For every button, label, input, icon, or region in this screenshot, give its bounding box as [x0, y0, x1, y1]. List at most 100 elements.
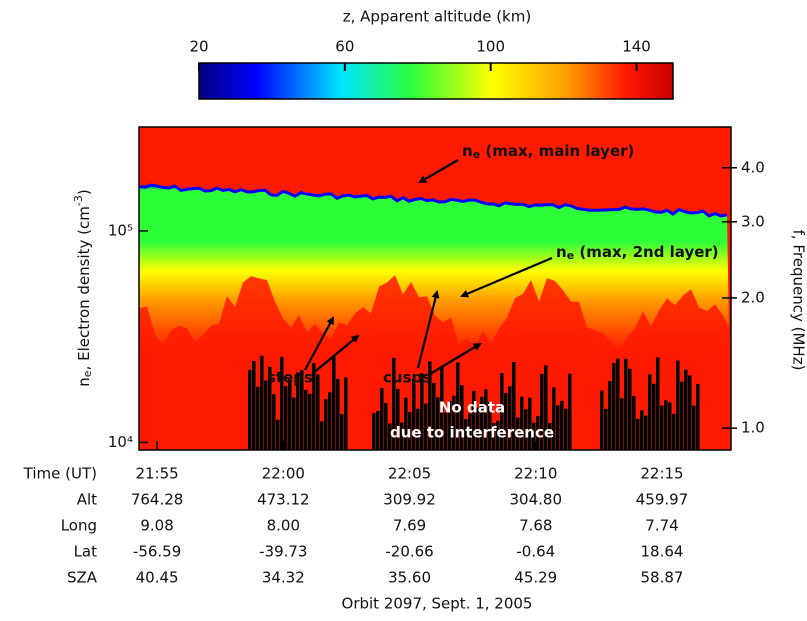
interference [616, 358, 620, 450]
interference [512, 361, 516, 450]
interference [344, 377, 348, 450]
table-cell: 35.60 [388, 569, 431, 587]
interference [484, 389, 488, 450]
interference [656, 357, 660, 450]
table-cell: 304.80 [510, 491, 563, 509]
interference [608, 381, 612, 450]
y-axis-label: ne, Electron density (cm-3) [72, 189, 94, 386]
table-row-name: Long [61, 517, 97, 535]
interference [552, 387, 556, 450]
interference [632, 396, 636, 450]
arrow [304, 316, 334, 371]
interference [320, 421, 324, 450]
plot-frame [138, 126, 732, 451]
interference [520, 396, 524, 450]
interference [668, 402, 672, 450]
interference [504, 393, 508, 450]
interference [500, 373, 504, 450]
table-cell: 7.69 [393, 517, 426, 535]
interference [256, 386, 260, 450]
interference [372, 413, 376, 450]
interference [492, 423, 496, 450]
y2-tick-label: 1.0 [741, 419, 765, 437]
table-cell: 764.28 [131, 491, 184, 509]
heatmap [139, 127, 731, 450]
interference [648, 374, 652, 450]
table-cell: 18.64 [641, 543, 684, 561]
table-cell: -0.64 [516, 543, 555, 561]
x-tick-label: 22:10 [514, 465, 557, 483]
arrow [429, 342, 482, 375]
interference [488, 401, 492, 450]
arrow [311, 334, 360, 375]
table-cell: 8.00 [267, 517, 300, 535]
interference [432, 383, 436, 450]
colorbar-tick-label: 140 [622, 38, 651, 56]
arrow [418, 159, 459, 184]
interference [536, 416, 540, 450]
interference [564, 408, 568, 450]
table-row-name: SZA [67, 569, 98, 587]
interference [524, 409, 528, 450]
table-cell: 58.87 [641, 569, 684, 587]
interference [464, 419, 468, 450]
interference [636, 418, 640, 450]
interference [440, 366, 444, 450]
interference [692, 405, 696, 450]
interference [328, 392, 332, 450]
table-cell: -56.59 [133, 543, 181, 561]
interference [284, 386, 288, 450]
footer: Orbit 2097, Sept. 1, 2005 [342, 595, 533, 613]
interference [280, 356, 284, 450]
colorbar [198, 62, 674, 100]
interference [640, 410, 644, 450]
table-cell: 7.74 [645, 517, 678, 535]
table-cell: 40.45 [136, 569, 179, 587]
y2-tick-label: 2.0 [741, 288, 765, 306]
y2-axis-label: f, Frequency (MHz) [790, 230, 807, 371]
interference [532, 422, 536, 450]
interference [544, 365, 548, 450]
interference [672, 413, 676, 450]
x-tick-label: 21:55 [135, 465, 178, 483]
interference [276, 419, 280, 450]
annotation: steps [267, 369, 313, 387]
interference [392, 357, 396, 450]
interference [568, 373, 572, 450]
interference [412, 378, 416, 450]
interference [560, 400, 564, 450]
interference [496, 420, 500, 450]
interference [380, 388, 384, 450]
arrow [460, 256, 553, 298]
interference [628, 368, 632, 450]
interference [696, 384, 700, 450]
interference [400, 422, 404, 450]
colorbar-tick-label: 100 [476, 38, 505, 56]
annotation: ne (max, main layer) [462, 142, 634, 162]
interference [376, 410, 380, 450]
table-row-name: Lat [74, 543, 98, 561]
annotations: ne (max, main layer) ne (max, 2nd layer)… [267, 142, 719, 442]
interference [324, 399, 328, 450]
interference [456, 362, 460, 450]
y2-tick-label: 4.0 [741, 158, 765, 176]
interference [340, 414, 344, 450]
interference [248, 369, 252, 450]
interference [384, 402, 388, 450]
interference [268, 366, 272, 450]
table-cell: 309.92 [383, 491, 436, 509]
layer-edge [139, 183, 728, 218]
annotation: cusps [383, 369, 431, 387]
table-cell: 45.29 [514, 569, 557, 587]
colorbar-tick-label: 60 [335, 38, 354, 56]
interference [296, 372, 300, 450]
interference [312, 363, 316, 450]
y2-tick-label: 3.0 [741, 212, 765, 230]
x-tick-label: 22:15 [640, 465, 683, 483]
interference [304, 389, 308, 450]
interference [308, 393, 312, 450]
table-cell: 9.08 [140, 517, 173, 535]
table-cell: 34.32 [262, 569, 305, 587]
interference [684, 369, 688, 450]
